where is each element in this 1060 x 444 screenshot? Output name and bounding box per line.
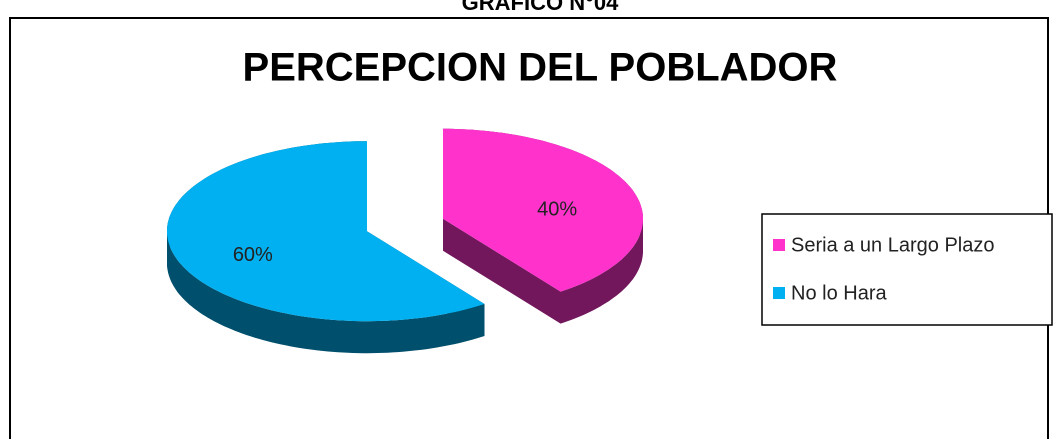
page-heading: GRAFICO N°04	[462, 0, 619, 15]
pie-slice	[443, 128, 643, 292]
legend-label: Seria a un Largo Plazo	[791, 234, 994, 256]
chart-title: PERCEPCION DEL POBLADOR	[243, 46, 838, 90]
pie-slice-side	[167, 141, 485, 354]
data-label: 60%	[233, 244, 273, 266]
pie-slice	[167, 141, 485, 322]
legend-swatch	[773, 239, 785, 251]
legend-box	[761, 213, 1053, 326]
data-label: 40%	[537, 198, 577, 220]
legend-swatch	[773, 287, 785, 299]
legend-label: No lo Hara	[791, 282, 887, 304]
